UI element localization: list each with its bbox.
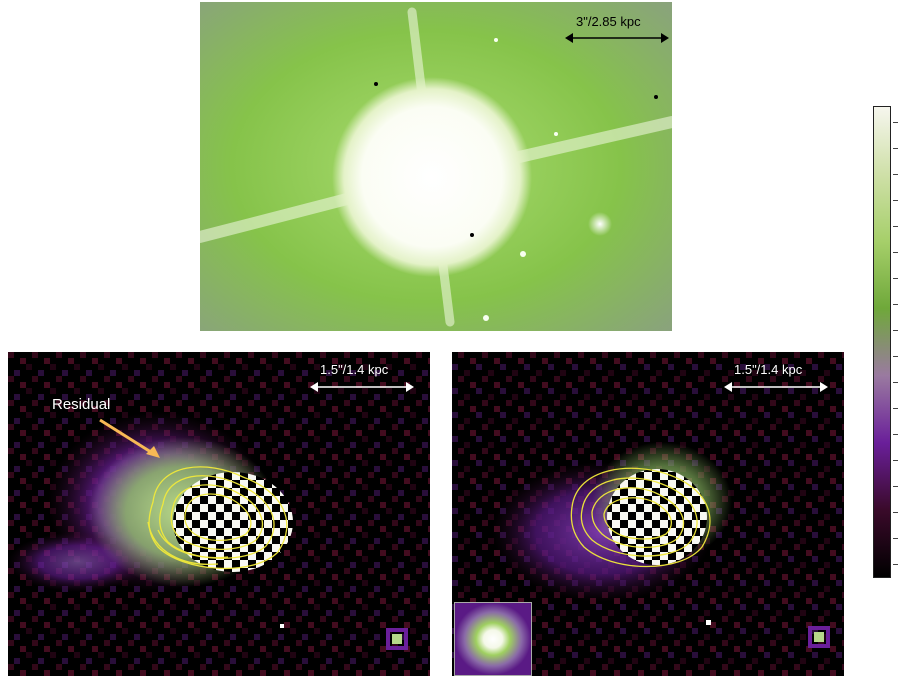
colorbar-tick [893,148,898,149]
colorbar-tick [893,408,898,409]
colorbar-tick [893,304,898,305]
psf-image [455,603,531,675]
colorbar-tick [893,356,898,357]
psf-inset [454,602,532,676]
quasar-image [200,2,672,331]
colorbar-tick [893,174,898,175]
colorbar-tick [893,486,898,487]
colorbar-tick [893,538,898,539]
double-arrow-icon [724,382,828,392]
colorbar-tick [893,434,898,435]
scale-bar-label: 3"/2.85 kpc [576,14,641,29]
top-image-panel: 3"/2.85 kpc [200,2,672,331]
residual-image [8,352,430,676]
colorbar-tick [893,330,898,331]
colorbar-tick [893,200,898,201]
colorbar-tick [893,278,898,279]
colorbar-tick [893,512,898,513]
colorbar [873,106,891,578]
colorbar-tick [893,122,898,123]
scale-bar-label: 1.5"/1.4 kpc [734,362,803,377]
colorbar-tick [893,252,898,253]
arrow-icon [99,418,160,458]
scale-bar-label: 1.5"/1.4 kpc [320,362,389,377]
colorbar-tick [893,382,898,383]
colorbar-tick [893,564,898,565]
bottom-left-image-panel: 1.5"/1.4 kpc [8,352,430,676]
colorbar-tick [893,460,898,461]
double-arrow-icon [565,33,669,43]
residual-label: Residual [52,396,111,413]
colorbar-tick [893,226,898,227]
double-arrow-icon [310,382,414,392]
